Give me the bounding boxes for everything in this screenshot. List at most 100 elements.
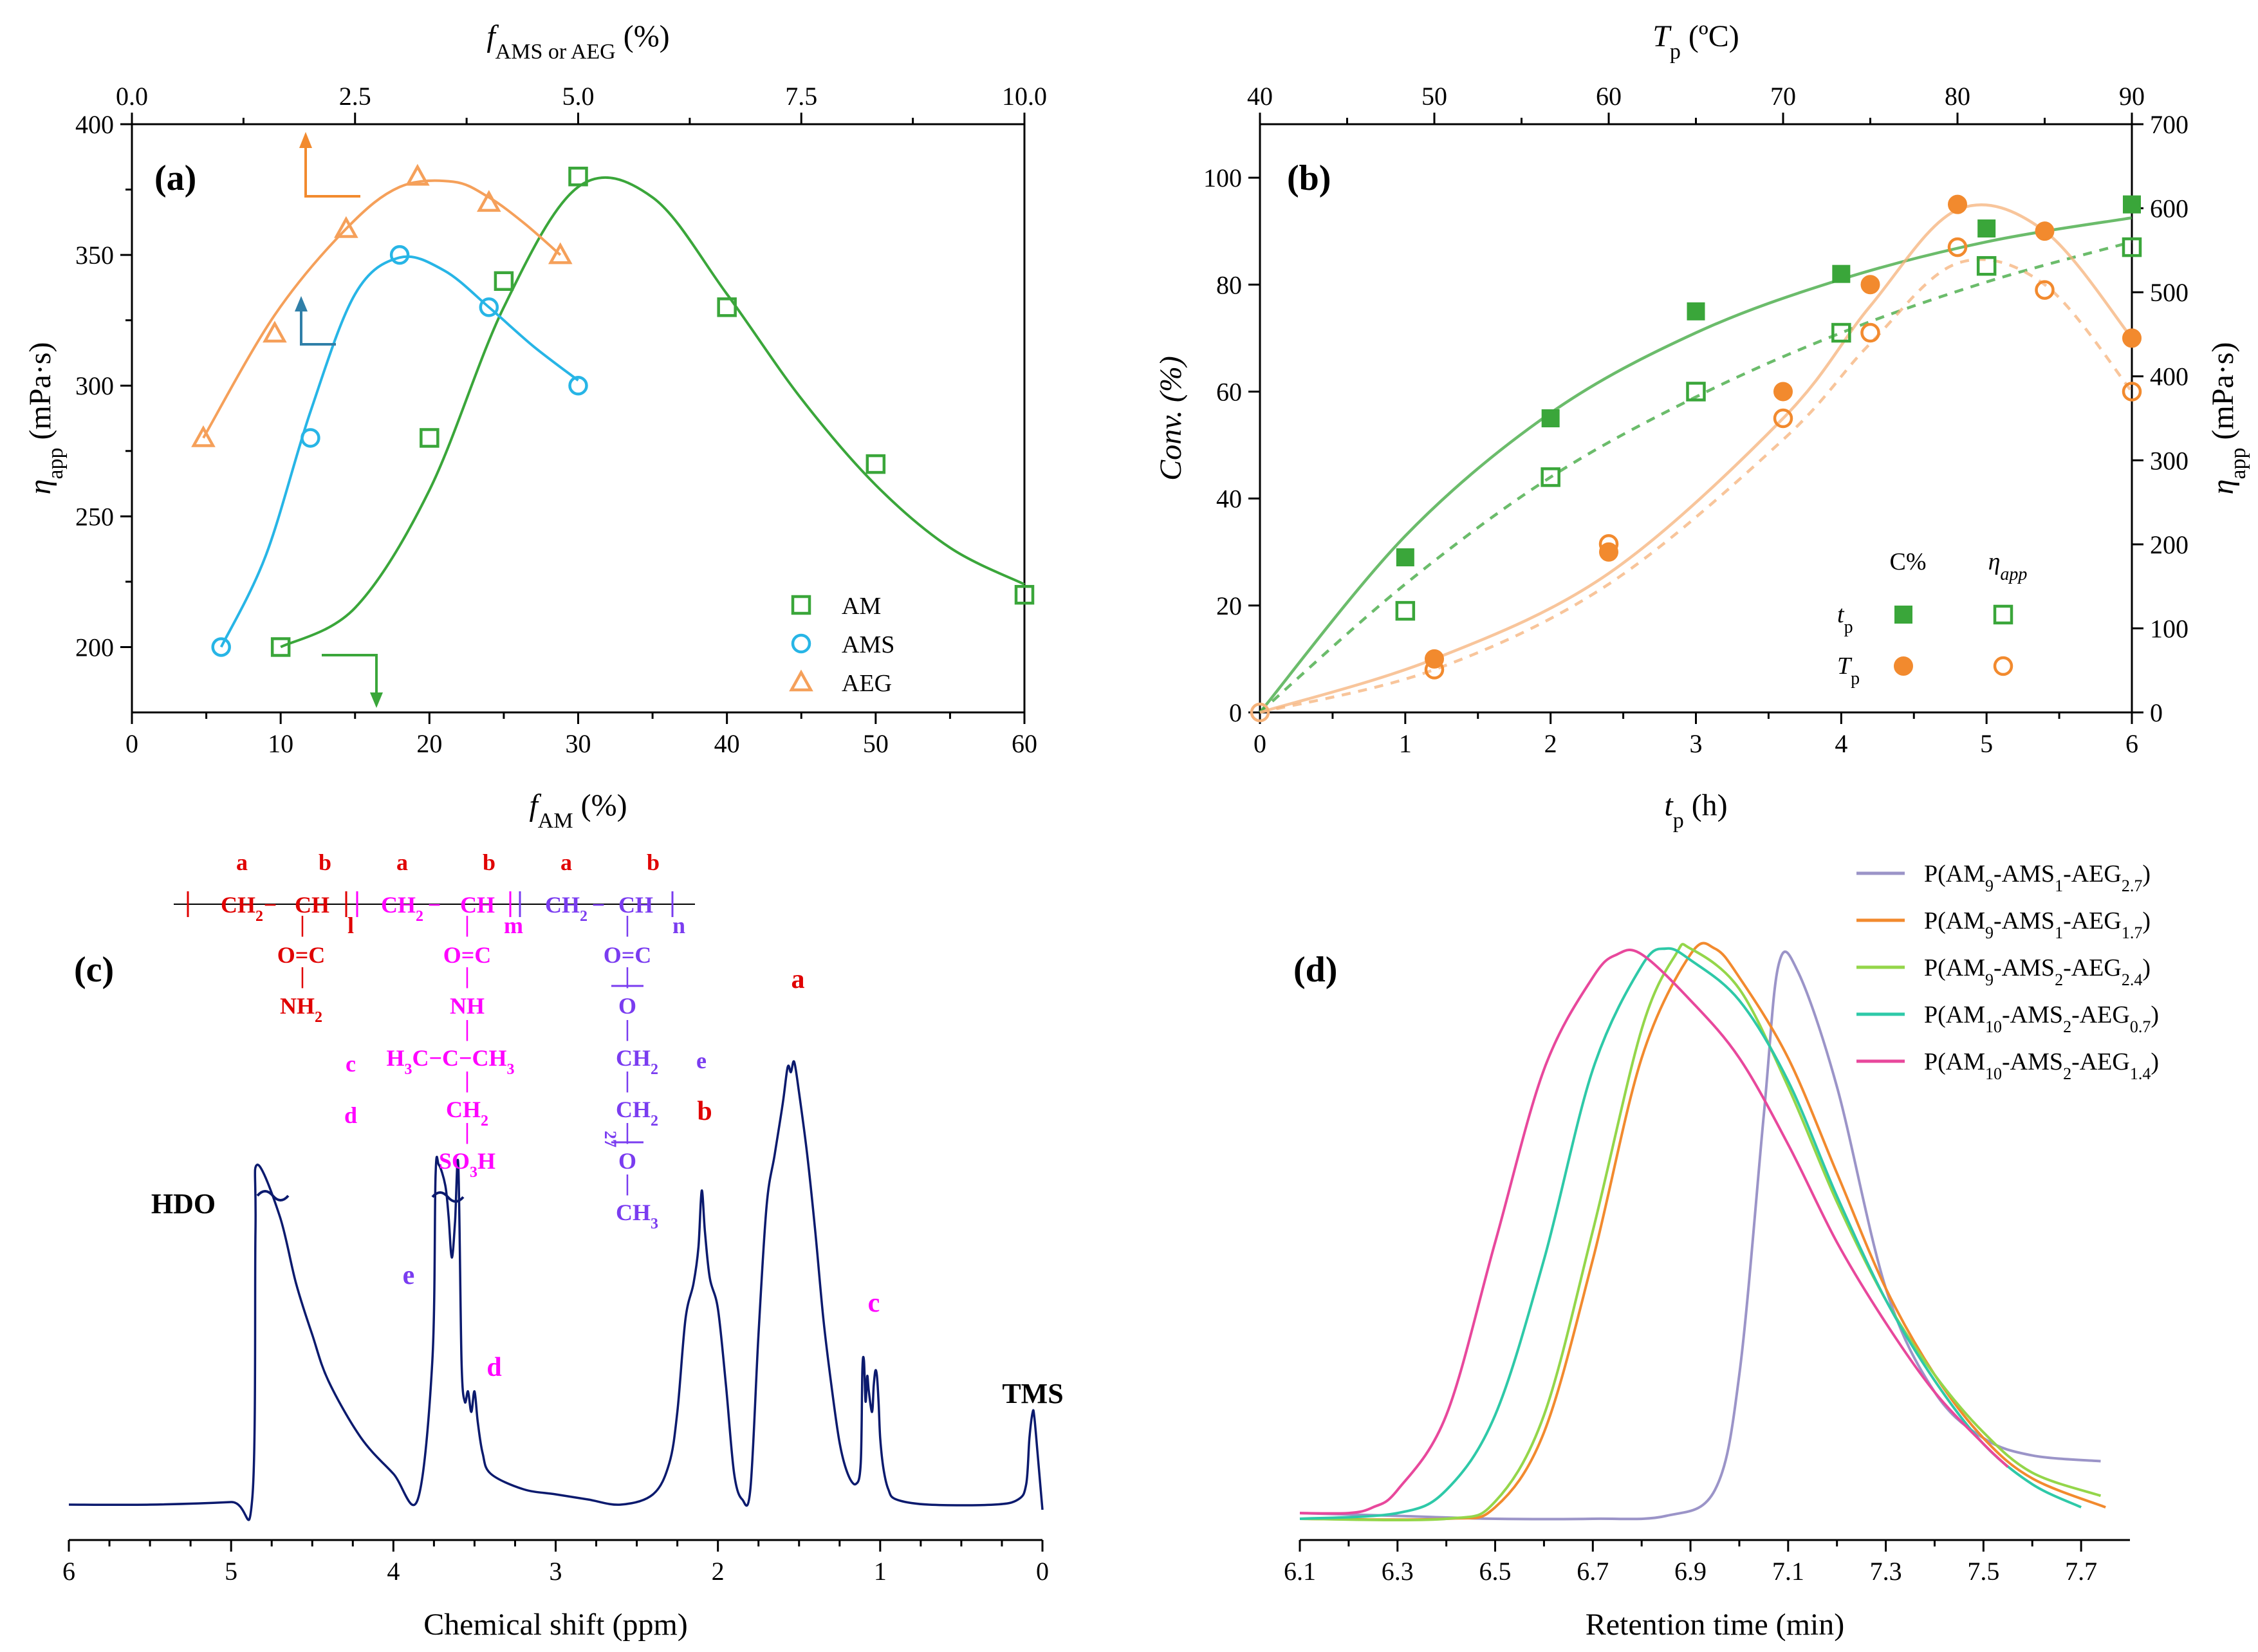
panel-b-x2-ticklabel: 70 [1770, 82, 1796, 111]
legend-sub: 1.7 [2122, 923, 2143, 942]
panel-b-y-ticklabel: 20 [1216, 591, 1242, 620]
panel-d-label: (d) [1293, 950, 1337, 990]
formula-part: H [477, 1148, 495, 1174]
panel-d-x-ticklabel: 7.5 [1967, 1557, 1999, 1586]
panel-a-arrow-am [322, 654, 378, 701]
panel-a-legend-marker [791, 595, 811, 615]
structure-formula: CH2 [616, 1045, 658, 1078]
panel-b-y2-ticklabel: 0 [2150, 698, 2163, 727]
panel-a-point-AEG [548, 242, 573, 265]
legend-part: P(AM [1924, 954, 1985, 981]
panel-a-arrow-aeg [304, 138, 360, 198]
panel-a-x-ticklabel: 20 [416, 729, 442, 758]
structure-side-label: c [346, 1051, 356, 1077]
legend-part: -AMS [2002, 1001, 2063, 1028]
panel-c-peak-label-c: c [868, 1288, 880, 1318]
panel-b-y2label-main: η [2206, 479, 2240, 495]
panel-a-point-AMS [389, 245, 410, 265]
panel-d-x-ticklabel: 7.7 [2065, 1557, 2097, 1586]
panel-a-x2label-sub: AMS or AEG [495, 40, 616, 64]
legend-part: -AEG [2063, 907, 2122, 934]
panel-b-point [1860, 322, 1880, 343]
panel-b-y2-ticklabel: 200 [2150, 530, 2189, 559]
panel-a-point-AM [717, 297, 737, 317]
panel-a-xlabel-sub: AM [538, 809, 573, 833]
structure-top-label: a [396, 849, 408, 875]
panel-b-legend-row-sub: p [1844, 617, 1853, 637]
legend-sub: 9 [1985, 877, 1994, 895]
panel-a-x2-ticklabel: 7.5 [785, 82, 817, 111]
panel-c-x-ticklabel: 1 [874, 1557, 887, 1586]
formula-part: CH [381, 892, 416, 918]
panel-c-x-ticklabel: 4 [387, 1557, 400, 1586]
panel-b-y-ticklabel: 100 [1203, 163, 1242, 192]
panel-d-curve-4 [1299, 949, 2009, 1515]
formula-sub: 2 [255, 908, 263, 925]
panel-a-y-ticklabel: 300 [75, 371, 114, 400]
panel-a-x2-ticklabel: 5.0 [562, 82, 595, 111]
panel-b-x2label-main: T [1652, 19, 1672, 53]
formula-sub: 2 [315, 1009, 322, 1026]
legend-part: -AMS [2002, 1048, 2063, 1075]
panel-d-x-ticklabel: 6.1 [1284, 1557, 1316, 1586]
panel-a-xlabel: fAM (%) [529, 788, 627, 833]
structure-top-label: b [647, 849, 660, 875]
panel-a-fit-AM [280, 176, 1025, 649]
panel-b-fit [1259, 257, 2133, 714]
panel-b-xlabel-unit: (h) [1684, 788, 1728, 822]
panel-d-curve-3 [1299, 947, 2082, 1520]
panel-a-point-AM [865, 454, 886, 474]
legend-sub: 1.4 [2130, 1064, 2151, 1083]
panel-b-point [1831, 322, 1851, 343]
formula-part: O=C [443, 942, 492, 968]
panel-b-point [1396, 548, 1414, 567]
structure-top-label: a [560, 849, 572, 875]
panel-b: 0 1 2 3 4 5 6 40 50 60 70 80 90 0 20 40 60 80 100 0 100 200 30… [1154, 19, 2250, 833]
panel-a-ylabel-unit: (mPa·s) [23, 342, 57, 448]
panel-c-break-e [431, 1191, 465, 1203]
panel-a-point-AM [1014, 584, 1035, 605]
panel-c: 6 5 4 3 2 1 0 Chemical shift (ppm) (c) HDO e d b a c TM… [62, 849, 1064, 1642]
panel-d-x-ticklabel: 7.1 [1772, 1557, 1804, 1586]
panel-b-y2label-sub: app [2226, 448, 2250, 479]
structure-formula: O=C [277, 942, 326, 968]
panel-b-x-ticklabel: 4 [1835, 729, 1847, 758]
panel-b-y2label: ηapp (mPa·s) [2206, 342, 2250, 495]
structure-formula: CH2 [381, 892, 423, 925]
structure-formula: H3C−C−CH3 [386, 1045, 514, 1078]
panel-c-peak-label-e: e [403, 1261, 415, 1290]
panel-b-legend-row-main: t [1837, 601, 1845, 628]
panel-a-legend-marker [791, 633, 811, 654]
formula-sub: 3 [404, 1061, 412, 1078]
panel-b-y-ticklabel: 40 [1216, 485, 1242, 514]
panel-a-xlabel-unit: (%) [573, 788, 627, 822]
legend-sub: 10 [1985, 1017, 2002, 1036]
panel-d-curve-2 [1299, 943, 2102, 1521]
panel-a-arrowhead-am [370, 692, 383, 708]
panel-b-point [1977, 219, 1996, 238]
panel-b-x-ticklabel: 5 [1980, 729, 1993, 758]
legend-sub: 2.7 [2122, 877, 2143, 895]
panel-d-x-ticklabel: 6.7 [1577, 1557, 1609, 1586]
formula-sub: 2 [580, 908, 588, 925]
panel-a-point-AM [494, 271, 514, 291]
structure-text: − [592, 892, 606, 918]
structure-subscript: m [504, 913, 523, 938]
panel-b-x2-ticklabel: 90 [2119, 82, 2145, 111]
legend-sub: 2 [2063, 1017, 2071, 1036]
panel-b-y2-ticklabel: 600 [2150, 194, 2189, 223]
structure-text: | [300, 911, 305, 937]
structure-formula: O [618, 993, 636, 1019]
panel-b-x-ticklabel: 6 [2125, 729, 2138, 758]
panel-b-y2-ticklabel: 500 [2150, 278, 2189, 307]
panel-b-label: (b) [1287, 158, 1331, 198]
panel-a-ylabel: ηapp (mPa·s) [23, 342, 68, 495]
structure-formula: CH2 [446, 1097, 488, 1129]
structure-text: | [625, 1118, 630, 1144]
panel-a-arrowhead-ams [295, 296, 308, 311]
panel-a-x2label: fAMS or AEG (%) [486, 19, 669, 64]
panel-c-peak-label-HDO: HDO [151, 1188, 216, 1220]
legend-part: -AEG [2063, 860, 2122, 887]
panel-b-point [1541, 409, 1560, 427]
